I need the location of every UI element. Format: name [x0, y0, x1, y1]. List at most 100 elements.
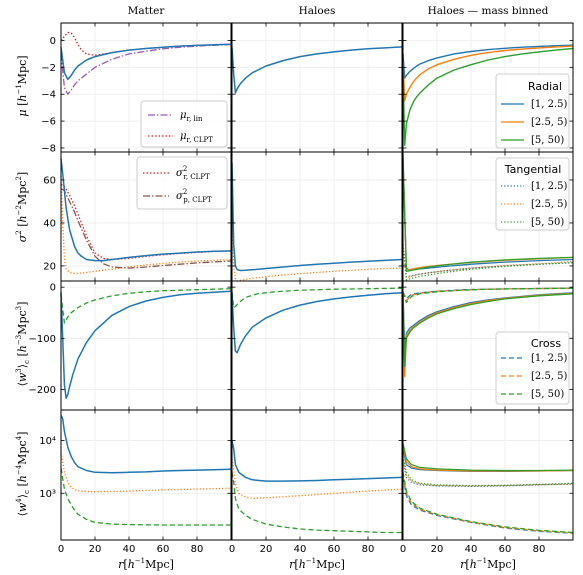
legend-tangential: Tangential [1, 2.5) [2.5, 5) [5, 50) — [495, 157, 570, 231]
xtick-label: 40 — [123, 544, 136, 555]
xtick-label: 60 — [157, 544, 170, 555]
legend-box — [495, 331, 570, 405]
ylabel-mu: μ [h−1Mpc] — [15, 55, 29, 116]
legend-matter-sigma: σ2 r, CLPT σ2 p, CLPT — [136, 156, 228, 210]
series-hb_w4_t_2 — [402, 458, 574, 487]
series-hb_mu_3 — [402, 47, 574, 147]
xtick-label: 80 — [362, 544, 375, 555]
xlabels: r[h−1Mpc] r[h−1Mpc] r[h−1Mpc] — [118, 557, 516, 571]
series-matter_w3_c — [60, 288, 232, 324]
xtick-label: 60 — [499, 544, 512, 555]
legend-label-radial-3: [5, 50) — [531, 135, 564, 146]
legend-label-cross-1: [1, 2.5) — [531, 353, 568, 364]
legend-label-cross-3: [5, 50) — [531, 389, 564, 400]
series-hb_sig_t_2 — [402, 244, 574, 279]
legend-matter-mu: μr, lin μr, CLPT — [140, 100, 228, 148]
legend-title-radial: Radial — [528, 80, 562, 93]
xtick-label: 40 — [465, 544, 478, 555]
ytick-label: 0 — [50, 283, 56, 294]
series-halo_w4_c — [231, 472, 402, 534]
legend-label-tangential-3: [5, 50) — [531, 217, 564, 228]
panel-frame — [231, 409, 403, 541]
panel-frame — [402, 409, 574, 541]
xlabel-col1: r[h−1Mpc] — [118, 557, 174, 571]
series-hb_w4_t_3 — [402, 456, 574, 487]
ytick-label: 10⁴ — [39, 436, 56, 447]
tick-layer: 0 −2 −4 −6 −8 20 40 60 0 −100 −200 10³ 10⁴ 0 20 40 60 80 0… — [29, 23, 573, 555]
legend-label-radial-1: [1, 2.5) — [531, 99, 568, 110]
panel-frame — [231, 280, 403, 411]
ytick-label: 10³ — [39, 489, 56, 500]
xtick-label: 20 — [89, 544, 102, 555]
frame-layer — [60, 22, 574, 541]
column-title-matter: Matter — [128, 5, 166, 17]
ytick-label: 40 — [43, 218, 56, 229]
legend-title-tangential: Tangential — [504, 163, 562, 176]
series-halo_w3_r — [231, 292, 403, 354]
xtick-label: 60 — [328, 544, 341, 555]
legend-label-tangential-2: [2.5, 5) — [531, 199, 568, 210]
series-matter_sig_p_clpt — [60, 188, 232, 269]
column-title-haloes: Haloes — [299, 5, 336, 17]
xtick-label: 0 — [400, 544, 406, 555]
xtick-label: 20 — [260, 544, 273, 555]
ytick-label: −8 — [41, 143, 56, 154]
column-title-haloes-mass-binned: Haloes — mass binned — [428, 5, 549, 17]
series-hb_w4_t_1 — [402, 461, 574, 488]
xtick-label: 80 — [533, 544, 546, 555]
legend-label-cross-2: [2.5, 5) — [531, 371, 568, 382]
series-matter_w3_r — [60, 290, 232, 399]
series-matter_mu_lin — [60, 43, 232, 95]
series-matter_sig_r — [60, 158, 232, 262]
panel-frame — [231, 22, 403, 153]
series-matter_w4_t — [60, 452, 232, 493]
ytick-label: −200 — [29, 385, 56, 396]
xtick-label: 0 — [58, 544, 64, 555]
xtick-label: 80 — [191, 544, 204, 555]
legend-label-radial-2: [2.5, 5) — [531, 117, 568, 128]
legend-title-cross: Cross — [531, 337, 561, 350]
ytick-label: −4 — [41, 90, 56, 101]
series-hb_w4_c_3 — [402, 472, 574, 534]
series-halo_w3_c — [231, 287, 403, 309]
panel-frame — [231, 151, 403, 282]
series-matter_sig_t — [60, 175, 232, 275]
series-hb_w4_r_2 — [402, 445, 574, 472]
ytick-label: 60 — [43, 175, 56, 186]
ytick-label: 20 — [43, 261, 56, 272]
series-halo_sig_r — [231, 162, 403, 272]
legend-label-sigma-r-clpt: σ2 r, CLPT — [176, 165, 210, 181]
legend-label-sigma-p-clpt: σ2 p, CLPT — [176, 188, 212, 204]
ytick-label: −100 — [29, 334, 56, 345]
legend-cross: Cross [1, 2.5) [2.5, 5) [5, 50) — [495, 331, 570, 405]
data-layer — [60, 31, 574, 534]
panel-frame — [60, 409, 232, 541]
series-matter_mu_sim — [60, 43, 232, 81]
ylabel-sigma2: σ2 [h−2Mpc2] — [15, 172, 29, 242]
series-hb_sig_t_3 — [402, 244, 574, 281]
ylabel-w3: ⟨w3⟩c [h−3Mpc3] — [15, 302, 31, 387]
xtick-label: 20 — [431, 544, 444, 555]
xtick-label: 40 — [294, 544, 307, 555]
series-hb_w3_r_3 — [402, 292, 574, 368]
legend-radial: Radial [1, 2.5) [2.5, 5) [5, 50) — [495, 73, 570, 149]
xtick-label: 0 — [229, 544, 235, 555]
legend-label-mu-lin: μr, lin — [180, 110, 203, 123]
series-hb_w4_c_2 — [402, 475, 574, 534]
legend-label-mu-clpt: μr, CLPT — [180, 131, 213, 144]
series-hb_mu_2 — [402, 45, 574, 102]
ytick-label: −2 — [41, 63, 56, 74]
series-hb_sig_r_3 — [402, 160, 574, 272]
series-hb_mu_1 — [402, 44, 574, 79]
series-halo_w4_r — [231, 440, 403, 482]
legend-box — [495, 73, 570, 149]
series-halo_w4_t — [231, 458, 403, 500]
series-matter_w4_c — [60, 467, 231, 526]
legend-box — [495, 157, 570, 231]
xlabel-col3: r[h−1Mpc] — [460, 557, 516, 571]
series-matter_w4_r — [60, 415, 232, 474]
xlabel-col2: r[h−1Mpc] — [289, 557, 345, 571]
ylabel-w4: ⟨w4⟩c [h−4Mpc4] — [15, 432, 31, 517]
legend-label-tangential-1: [1, 2.5) — [531, 181, 568, 192]
